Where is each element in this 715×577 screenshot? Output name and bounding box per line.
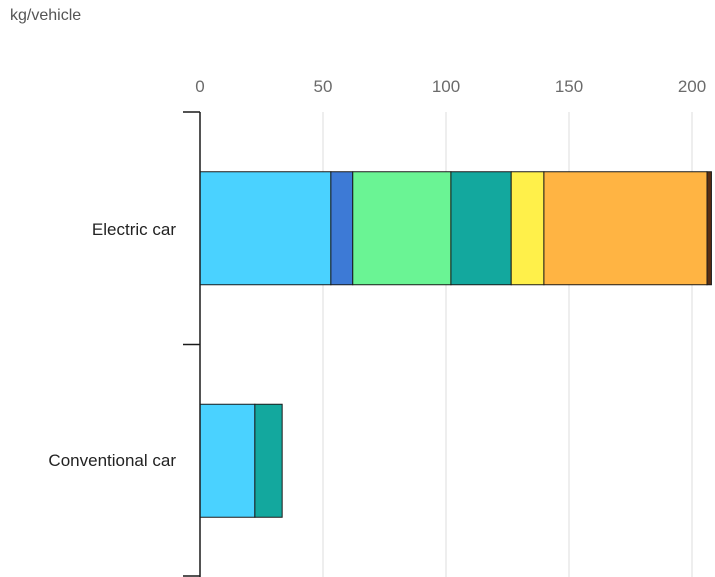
x-tick-label-50: 50 (314, 77, 333, 96)
bar-segment-0-6 (706, 171, 712, 286)
x-tick-label-100: 100 (432, 77, 460, 96)
bar-segment-0-2 (352, 171, 452, 286)
category-axis (183, 111, 201, 577)
bar-segment-1-3 (254, 403, 283, 518)
bar-segment-0-3 (450, 171, 512, 286)
category-label-conventional-car: Conventional car (48, 451, 176, 470)
bar-segment-0-4 (510, 171, 545, 286)
category-label-electric-car: Electric car (91, 220, 176, 239)
bar-segment-0-5 (543, 171, 708, 286)
bar-segment-0-1 (330, 171, 354, 286)
x-tick-label-150: 150 (555, 77, 583, 96)
bar-segment-1-0 (199, 403, 256, 518)
x-tick-label-0: 0 (195, 77, 204, 96)
x-tick-label-200: 200 (678, 77, 706, 96)
unit-label: kg/vehicle (10, 7, 82, 24)
bar-segment-0-0 (199, 171, 332, 286)
x-tick-labels: 0 50 100 150 200 (195, 77, 706, 96)
bars (199, 171, 712, 518)
